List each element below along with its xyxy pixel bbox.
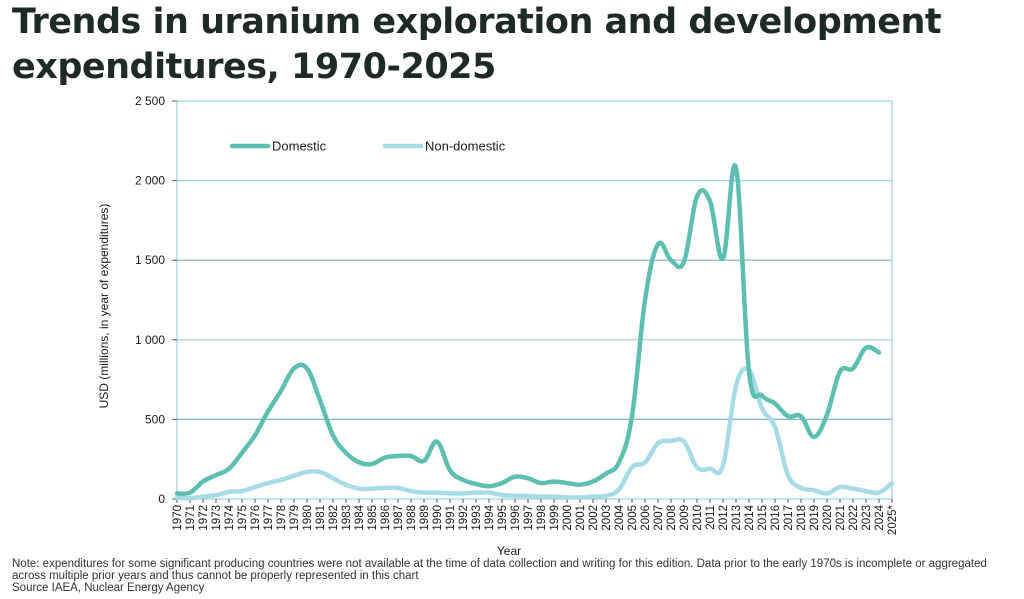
x-tick-label: 2012 (718, 505, 730, 531)
x-tick-label: 1992 (458, 505, 470, 531)
x-tick-label: 2014 (744, 504, 756, 530)
y-tick-label: 500 (145, 412, 165, 426)
chart-footnote: Note: expenditures for some significant … (12, 558, 1012, 594)
x-tick-label: 2024 (874, 504, 886, 530)
x-tick-label: 2025* (887, 504, 899, 535)
x-tick-label: 2015 (757, 505, 769, 531)
y-tick-label: 1 000 (135, 333, 165, 347)
x-tick-label: 1978 (276, 505, 288, 531)
x-tick-label: 1996 (510, 505, 522, 531)
y-tick-label: 2 000 (135, 174, 165, 188)
legend-label-domestic: Domestic (272, 139, 327, 154)
x-tick-label: 2008 (666, 505, 678, 531)
x-tick-label: 1990 (432, 505, 444, 531)
x-tick-label: 1988 (406, 505, 418, 531)
x-tick-label: 1970 (172, 505, 184, 531)
x-tick-label: 1979 (289, 505, 301, 531)
x-tick-label: 1999 (549, 505, 561, 531)
x-tick-label: 2001 (575, 505, 587, 531)
x-tick-label: 2022 (848, 505, 860, 531)
x-tick-label: 2005 (627, 505, 639, 531)
x-tick-label: 2006 (640, 505, 652, 531)
x-tick-label: 1983 (341, 505, 353, 531)
x-tick-label: 1991 (445, 505, 457, 531)
chart-title: Trends in uranium exploration and develo… (12, 2, 942, 87)
y-tick-label: 2 500 (135, 94, 165, 108)
source-text: Source IAEA, Nuclear Energy Agency (12, 582, 205, 594)
x-tick-label: 1986 (380, 505, 392, 531)
x-tick-label: 2017 (783, 505, 795, 531)
x-tick-label: 1971 (185, 505, 197, 531)
x-tick-label: 2020 (822, 505, 834, 531)
x-tick-label: 2004 (614, 504, 626, 530)
legend-label-non-domestic: Non-domestic (425, 139, 506, 154)
note-text: Note: expenditures for some significant … (12, 558, 987, 582)
x-tick-label: 1985 (367, 505, 379, 531)
x-tick-label: 2007 (653, 505, 665, 531)
x-tick-label: 1972 (198, 505, 210, 531)
x-tick-label: 1995 (497, 505, 509, 531)
x-axis-label: Year (497, 544, 521, 558)
x-tick-label: 1989 (419, 505, 431, 531)
series-lines (174, 163, 895, 501)
x-tick-label: 1975 (237, 505, 249, 531)
y-tick-label: 1 500 (135, 253, 165, 267)
x-tick-label: 1973 (211, 505, 223, 531)
series-line-non-domestic (174, 366, 895, 501)
x-tick-label: 2009 (679, 505, 691, 531)
y-axis-label: USD (millions, in year of expenditures) (97, 204, 111, 409)
chart-area: 0 500 1 000 1 500 2 000 2 500 1970 1971 1972 1973… (97, 94, 899, 558)
x-tick-label: 1998 (536, 505, 548, 531)
x-tick-label: 2018 (796, 505, 808, 531)
x-tick-label: 1984 (354, 504, 366, 530)
x-tick-label: 1976 (250, 505, 262, 531)
x-tick-label: 1980 (302, 505, 314, 531)
legend: Domestic Non-domestic (229, 139, 506, 154)
x-tick-label: 2011 (705, 505, 717, 530)
gridlines (177, 100, 892, 420)
x-tick-label: 2000 (562, 505, 574, 531)
x-tick-label: 1981 (315, 505, 327, 531)
x-tick-label: 2002 (588, 505, 600, 531)
x-tick-label: 2013 (731, 505, 743, 531)
x-tick-label: 1982 (328, 505, 340, 531)
x-tick-label: 2003 (601, 505, 613, 531)
x-tick-label: 2019 (809, 505, 821, 531)
x-tick-label: 2016 (770, 505, 782, 531)
y-tick-label: 0 (158, 492, 165, 506)
x-tick-label: 2010 (692, 505, 704, 531)
x-tick-label: 1987 (393, 505, 405, 531)
x-tick-label: 1994 (484, 504, 496, 530)
x-tick-label: 1993 (471, 505, 483, 531)
x-tick-label: 2023 (861, 505, 873, 531)
x-tick-label: 1977 (263, 505, 275, 531)
x-tick-label: 1974 (224, 504, 236, 530)
axes: 0 500 1 000 1 500 2 000 2 500 1970 1971 1972 1973… (135, 94, 899, 535)
series-line-domestic (174, 163, 882, 497)
x-tick-label: 1997 (523, 505, 535, 531)
x-tick-label: 2021 (835, 505, 847, 531)
